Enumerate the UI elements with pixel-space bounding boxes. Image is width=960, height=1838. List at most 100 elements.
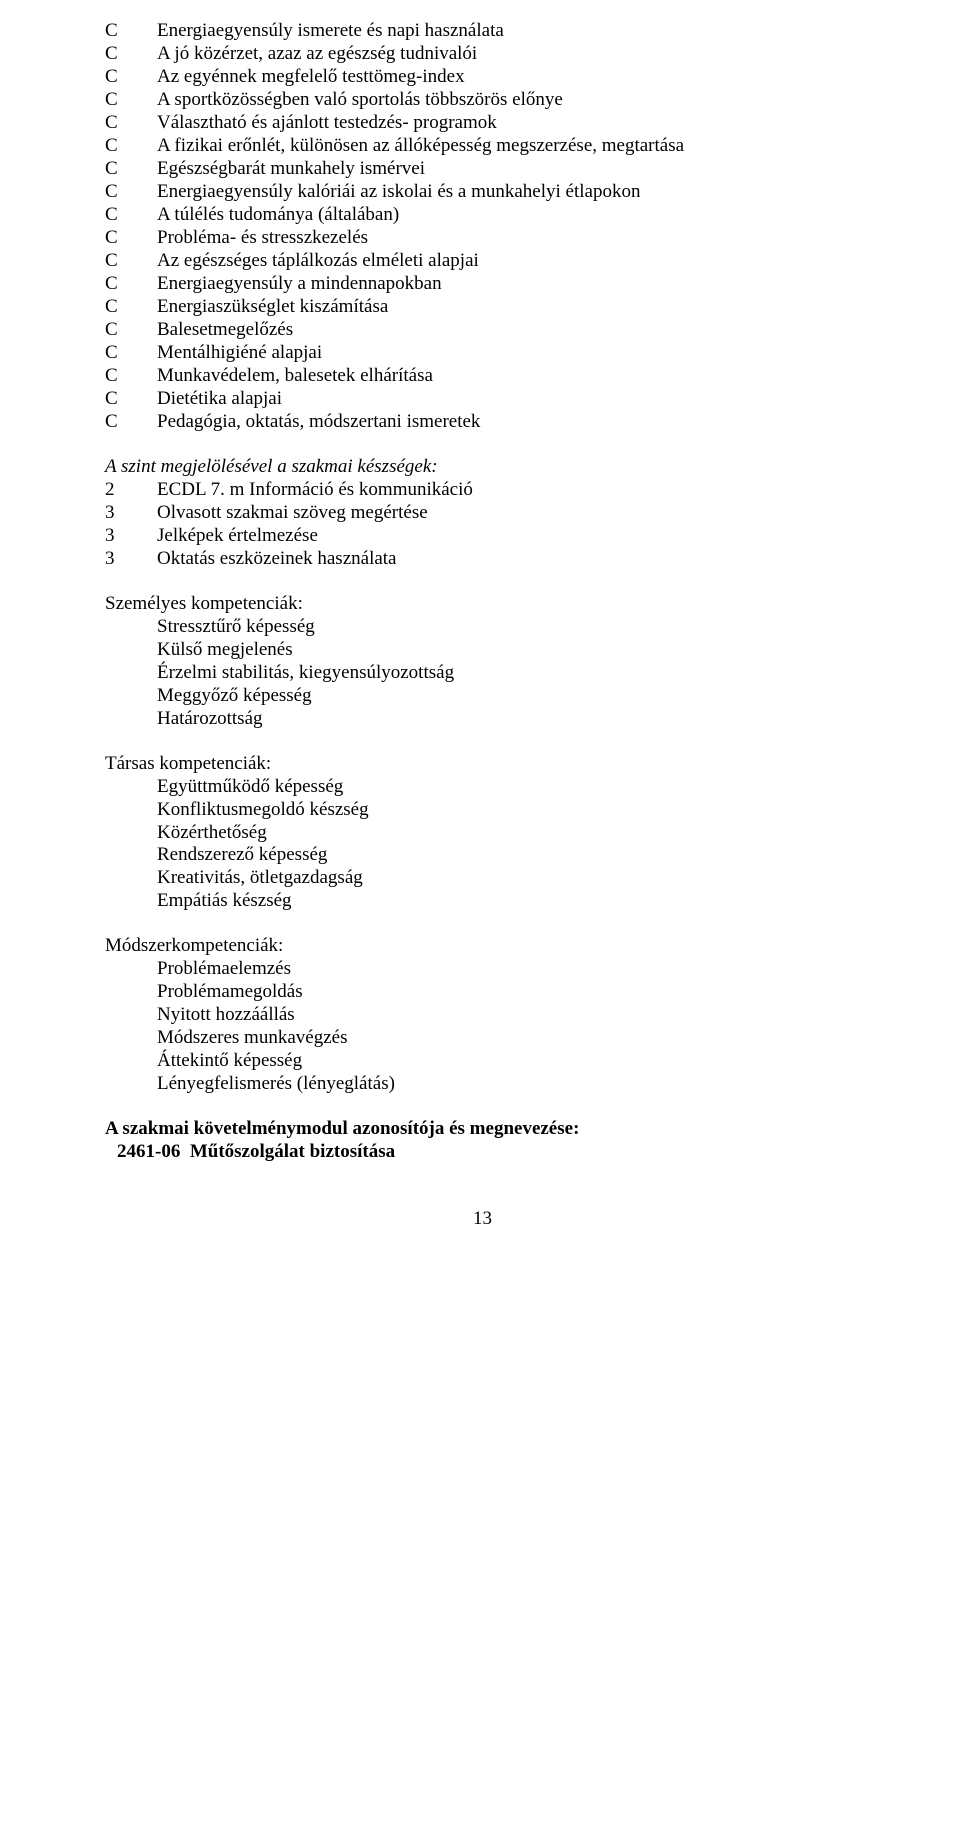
list-c-row: CMentálhigiéné alapjai [105, 342, 860, 365]
personal-title: Személyes kompetenciák: [105, 593, 860, 616]
method-item: Nyitott hozzáállás [157, 1004, 860, 1027]
personal-item: Határozottság [157, 708, 860, 731]
skills-row: 2ECDL 7. m Információ és kommunikáció [105, 479, 860, 502]
document-page: CEnergiaegyensúly ismerete és napi haszn… [0, 0, 960, 1838]
page-number: 13 [105, 1208, 860, 1231]
list-c-row: CA túlélés tudománya (általában) [105, 204, 860, 227]
skills-num: 3 [105, 548, 157, 571]
list-c-text: Energiaegyensúly kalóriái az iskolai és … [157, 181, 860, 204]
list-c-row: CAz egyénnek megfelelő testtömeg-index [105, 66, 860, 89]
list-c-row: CA jó közérzet, azaz az egészség tudniva… [105, 43, 860, 66]
module-block: A szakmai követelménymodul azonosítója é… [105, 1118, 860, 1164]
skills-num: 2 [105, 479, 157, 502]
list-c-text: Mentálhigiéné alapjai [157, 342, 860, 365]
method-item: Problémamegoldás [157, 981, 860, 1004]
module-line1: A szakmai követelménymodul azonosítója é… [105, 1118, 860, 1141]
list-c-text: Probléma- és stresszkezelés [157, 227, 860, 250]
list-c-text: Balesetmegelőzés [157, 319, 860, 342]
list-c-text: Energiaszükséglet kiszámítása [157, 296, 860, 319]
module-code: 2461-06 [117, 1141, 180, 1164]
list-c-marker: C [105, 388, 157, 411]
skills-text: Jelképek értelmezése [157, 525, 860, 548]
list-c-marker: C [105, 89, 157, 112]
social-item: Empátiás készség [157, 890, 860, 913]
module-spacer [105, 1141, 117, 1164]
list-c-row: CA sportközösségben való sportolás többs… [105, 89, 860, 112]
social-item: Konfliktusmegoldó készség [157, 799, 860, 822]
list-c-marker: C [105, 273, 157, 296]
skills-text: ECDL 7. m Információ és kommunikáció [157, 479, 860, 502]
method-item: Módszeres munkavégzés [157, 1027, 860, 1050]
method-item: Áttekintő képesség [157, 1050, 860, 1073]
social-item: Közérthetőség [157, 822, 860, 845]
list-c-marker: C [105, 365, 157, 388]
list-c-marker: C [105, 135, 157, 158]
list-c-row: CEnergiaegyensúly ismerete és napi haszn… [105, 20, 860, 43]
social-item: Kreativitás, ötletgazdagság [157, 867, 860, 890]
skills-num: 3 [105, 502, 157, 525]
skills-row: 3Jelképek értelmezése [105, 525, 860, 548]
list-c-row: CDietétika alapjai [105, 388, 860, 411]
list-c-text: Egészségbarát munkahely ismérvei [157, 158, 860, 181]
list-c-text: Dietétika alapjai [157, 388, 860, 411]
list-c-row: CEnergiaegyensúly kalóriái az iskolai és… [105, 181, 860, 204]
list-c-text: Választható és ajánlott testedzés- progr… [157, 112, 860, 135]
social-item: Rendszerező képesség [157, 844, 860, 867]
list-c-row: CA fizikai erőnlét, különösen az állókép… [105, 135, 860, 158]
list-c-marker: C [105, 158, 157, 181]
module-line2: 2461-06 Műtőszolgálat biztosítása [105, 1141, 860, 1164]
skills-list: 2ECDL 7. m Információ és kommunikáció3Ol… [105, 479, 860, 571]
list-c-row: CEgészségbarát munkahely ismérvei [105, 158, 860, 181]
method-item: Lényegfelismerés (lényeglátás) [157, 1073, 860, 1096]
method-item: Problémaelemzés [157, 958, 860, 981]
skills-title: A szint megjelölésével a szakmai készség… [105, 456, 860, 479]
list-c-marker: C [105, 112, 157, 135]
method-title: Módszerkompetenciák: [105, 935, 860, 958]
list-c-row: CEnergiaegyensúly a mindennapokban [105, 273, 860, 296]
personal-item: Stressztűrő képesség [157, 616, 860, 639]
list-c-text: Energiaegyensúly a mindennapokban [157, 273, 860, 296]
list-c-text: Munkavédelem, balesetek elhárítása [157, 365, 860, 388]
personal-list: Stressztűrő képességKülső megjelenésÉrze… [105, 616, 860, 731]
skills-text: Olvasott szakmai szöveg megértése [157, 502, 860, 525]
list-c-row: CAz egészséges táplálkozás elméleti alap… [105, 250, 860, 273]
list-c-text: A túlélés tudománya (általában) [157, 204, 860, 227]
list-c-marker: C [105, 342, 157, 365]
method-list: ProblémaelemzésProblémamegoldásNyitott h… [105, 958, 860, 1096]
social-item: Együttműködő képesség [157, 776, 860, 799]
list-c-marker: C [105, 204, 157, 227]
list-c: CEnergiaegyensúly ismerete és napi haszn… [105, 20, 860, 434]
list-c-row: CBalesetmegelőzés [105, 319, 860, 342]
list-c-marker: C [105, 43, 157, 66]
skills-text: Oktatás eszközeinek használata [157, 548, 860, 571]
list-c-text: Az egészséges táplálkozás elméleti alapj… [157, 250, 860, 273]
personal-item: Külső megjelenés [157, 639, 860, 662]
list-c-marker: C [105, 319, 157, 342]
personal-item: Meggyőző képesség [157, 685, 860, 708]
list-c-text: Az egyénnek megfelelő testtömeg-index [157, 66, 860, 89]
skills-row: 3Olvasott szakmai szöveg megértése [105, 502, 860, 525]
social-list: Együttműködő képességKonfliktusmegoldó k… [105, 776, 860, 914]
list-c-text: Energiaegyensúly ismerete és napi haszná… [157, 20, 860, 43]
list-c-marker: C [105, 20, 157, 43]
list-c-row: CProbléma- és stresszkezelés [105, 227, 860, 250]
list-c-marker: C [105, 411, 157, 434]
list-c-row: CMunkavédelem, balesetek elhárítása [105, 365, 860, 388]
list-c-text: Pedagógia, oktatás, módszertani ismerete… [157, 411, 860, 434]
skills-num: 3 [105, 525, 157, 548]
list-c-marker: C [105, 181, 157, 204]
list-c-marker: C [105, 250, 157, 273]
list-c-marker: C [105, 66, 157, 89]
list-c-row: CEnergiaszükséglet kiszámítása [105, 296, 860, 319]
list-c-marker: C [105, 296, 157, 319]
module-gap [180, 1141, 190, 1164]
personal-item: Érzelmi stabilitás, kiegyensúlyozottság [157, 662, 860, 685]
social-title: Társas kompetenciák: [105, 753, 860, 776]
module-name: Műtőszolgálat biztosítása [190, 1141, 395, 1164]
skills-row: 3Oktatás eszközeinek használata [105, 548, 860, 571]
list-c-text: A fizikai erőnlét, különösen az állóképe… [157, 135, 860, 158]
list-c-text: A sportközösségben való sportolás többsz… [157, 89, 860, 112]
list-c-marker: C [105, 227, 157, 250]
list-c-row: CVálasztható és ajánlott testedzés- prog… [105, 112, 860, 135]
list-c-row: CPedagógia, oktatás, módszertani ismeret… [105, 411, 860, 434]
